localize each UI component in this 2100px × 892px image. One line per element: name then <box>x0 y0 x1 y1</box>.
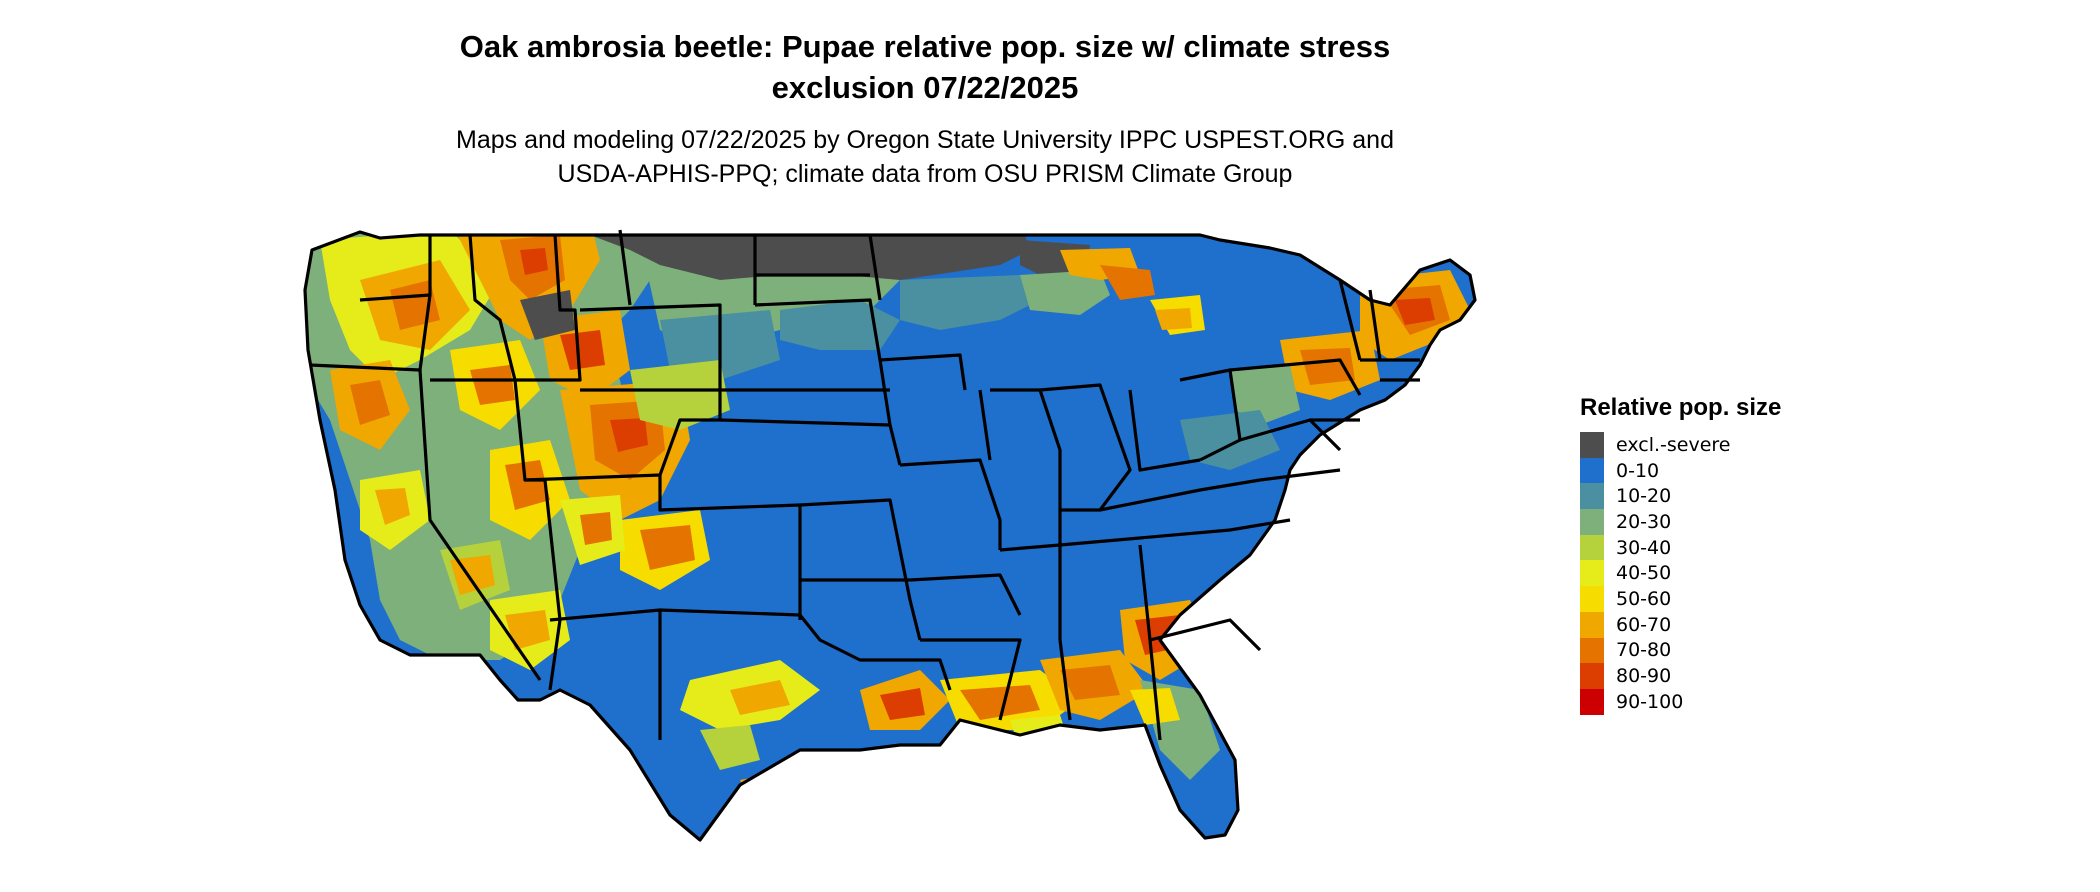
legend-swatch <box>1580 611 1604 638</box>
legend-swatch <box>1580 688 1604 715</box>
map-title-line-1: Oak ambrosia beetle: Pupae relative pop.… <box>459 29 1391 64</box>
legend-label: 80-90 <box>1616 665 1672 688</box>
legend-label: 90-100 <box>1616 690 1684 713</box>
legend-item: excl.-severe <box>1580 432 1781 458</box>
map-svg <box>303 229 1477 842</box>
us-population-map <box>300 220 1550 890</box>
legend-label: 10-20 <box>1616 485 1672 508</box>
map-title-line-2: exclusion 07/22/2025 <box>771 70 1079 105</box>
legend-item: 60-70 <box>1580 611 1781 638</box>
legend-item: 30-40 <box>1580 534 1781 561</box>
legend-item: 80-90 <box>1580 663 1781 689</box>
map-legend: Relative pop. size excl.-severe 0-10 10-20… <box>1580 394 1781 715</box>
legend-items: excl.-severe 0-10 10-20 20-30 30-40 40-50 50-6… <box>1580 432 1781 715</box>
legend-item: 20-30 <box>1580 509 1781 535</box>
legend-item: 70-80 <box>1580 637 1781 664</box>
legend-label: 60-70 <box>1616 613 1672 636</box>
legend-item: 10-20 <box>1580 483 1781 510</box>
legend-swatch <box>1580 586 1604 612</box>
legend-swatch <box>1580 560 1604 587</box>
legend-label: 20-30 <box>1616 510 1672 533</box>
map-subtitle: Maps and modeling 07/22/2025 by Oregon S… <box>0 123 1850 191</box>
legend-label: 30-40 <box>1616 536 1672 559</box>
legend-swatch <box>1580 534 1604 561</box>
legend-item: 0-10 <box>1580 457 1781 484</box>
legend-swatch <box>1580 457 1604 484</box>
map-subtitle-line-2: USDA-APHIS-PPQ; climate data from OSU PR… <box>557 160 1293 188</box>
map-title: Oak ambrosia beetle: Pupae relative pop.… <box>0 26 1850 108</box>
map-subtitle-line-1: Maps and modeling 07/22/2025 by Oregon S… <box>456 126 1394 154</box>
legend-swatch <box>1580 432 1604 458</box>
legend-label: 50-60 <box>1616 587 1672 610</box>
legend-title: Relative pop. size <box>1580 394 1782 421</box>
state-boundaries <box>303 229 1477 842</box>
legend-swatch <box>1580 637 1604 664</box>
legend-swatch <box>1580 509 1604 535</box>
legend-label: 0-10 <box>1616 459 1660 482</box>
legend-swatch <box>1580 483 1604 510</box>
legend-swatch <box>1580 663 1604 689</box>
legend-label: excl.-severe <box>1616 433 1731 456</box>
legend-item: 90-100 <box>1580 688 1781 715</box>
legend-label: 70-80 <box>1616 639 1672 662</box>
legend-label: 40-50 <box>1616 562 1672 585</box>
legend-item: 50-60 <box>1580 586 1781 612</box>
legend-item: 40-50 <box>1580 560 1781 587</box>
map-fill-layer <box>305 232 1475 840</box>
